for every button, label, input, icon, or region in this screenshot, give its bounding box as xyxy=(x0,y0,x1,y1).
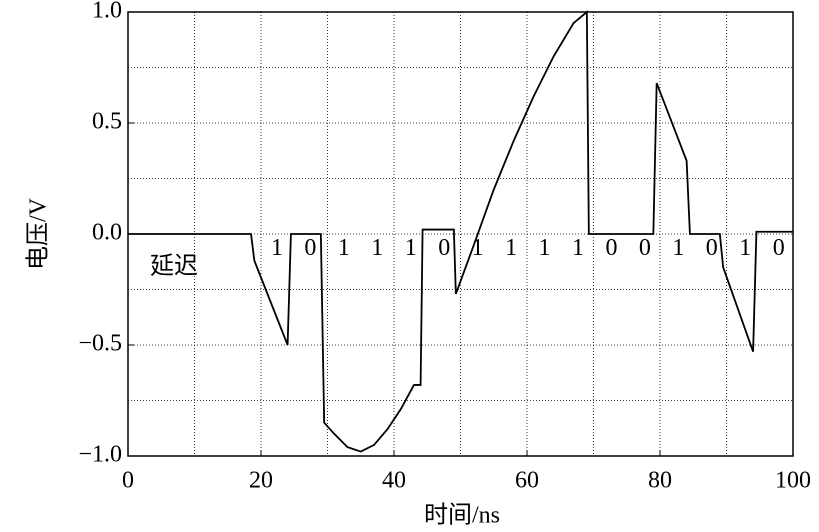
x-tick-label: 40 xyxy=(382,468,406,494)
y-tick-label: 1.0 xyxy=(92,0,122,24)
bit-label: 1 xyxy=(505,235,517,261)
bit-label: 1 xyxy=(572,235,584,261)
annotation: 延迟 xyxy=(150,253,198,280)
y-tick-label: −1.0 xyxy=(78,442,122,468)
x-tick-label: 100 xyxy=(775,468,811,494)
bit-label: 0 xyxy=(605,235,617,261)
y-tick-label: 0.0 xyxy=(92,220,122,246)
bit-label: 1 xyxy=(405,235,417,261)
y-tick-label: −0.5 xyxy=(78,331,122,357)
y-tick-label: 0.5 xyxy=(92,109,122,135)
bit-label: 0 xyxy=(773,235,785,261)
x-axis-label: 时间/ns xyxy=(424,502,500,529)
bit-label: 1 xyxy=(739,235,751,261)
bit-label: 0 xyxy=(438,235,450,261)
bit-label: 0 xyxy=(639,235,651,261)
x-tick-label: 0 xyxy=(122,468,134,494)
x-tick-label: 60 xyxy=(515,468,539,494)
bit-label: 1 xyxy=(539,235,551,261)
x-tick-label: 20 xyxy=(249,468,273,494)
x-tick-label: 80 xyxy=(648,468,672,494)
bit-label: 1 xyxy=(672,235,684,261)
bit-label: 1 xyxy=(338,235,350,261)
y-axis-label: 电压/V xyxy=(25,197,52,270)
bit-label: 0 xyxy=(304,235,316,261)
bit-label: 0 xyxy=(706,235,718,261)
bit-label: 1 xyxy=(271,235,283,261)
bit-label: 1 xyxy=(371,235,383,261)
line-series xyxy=(128,10,793,453)
